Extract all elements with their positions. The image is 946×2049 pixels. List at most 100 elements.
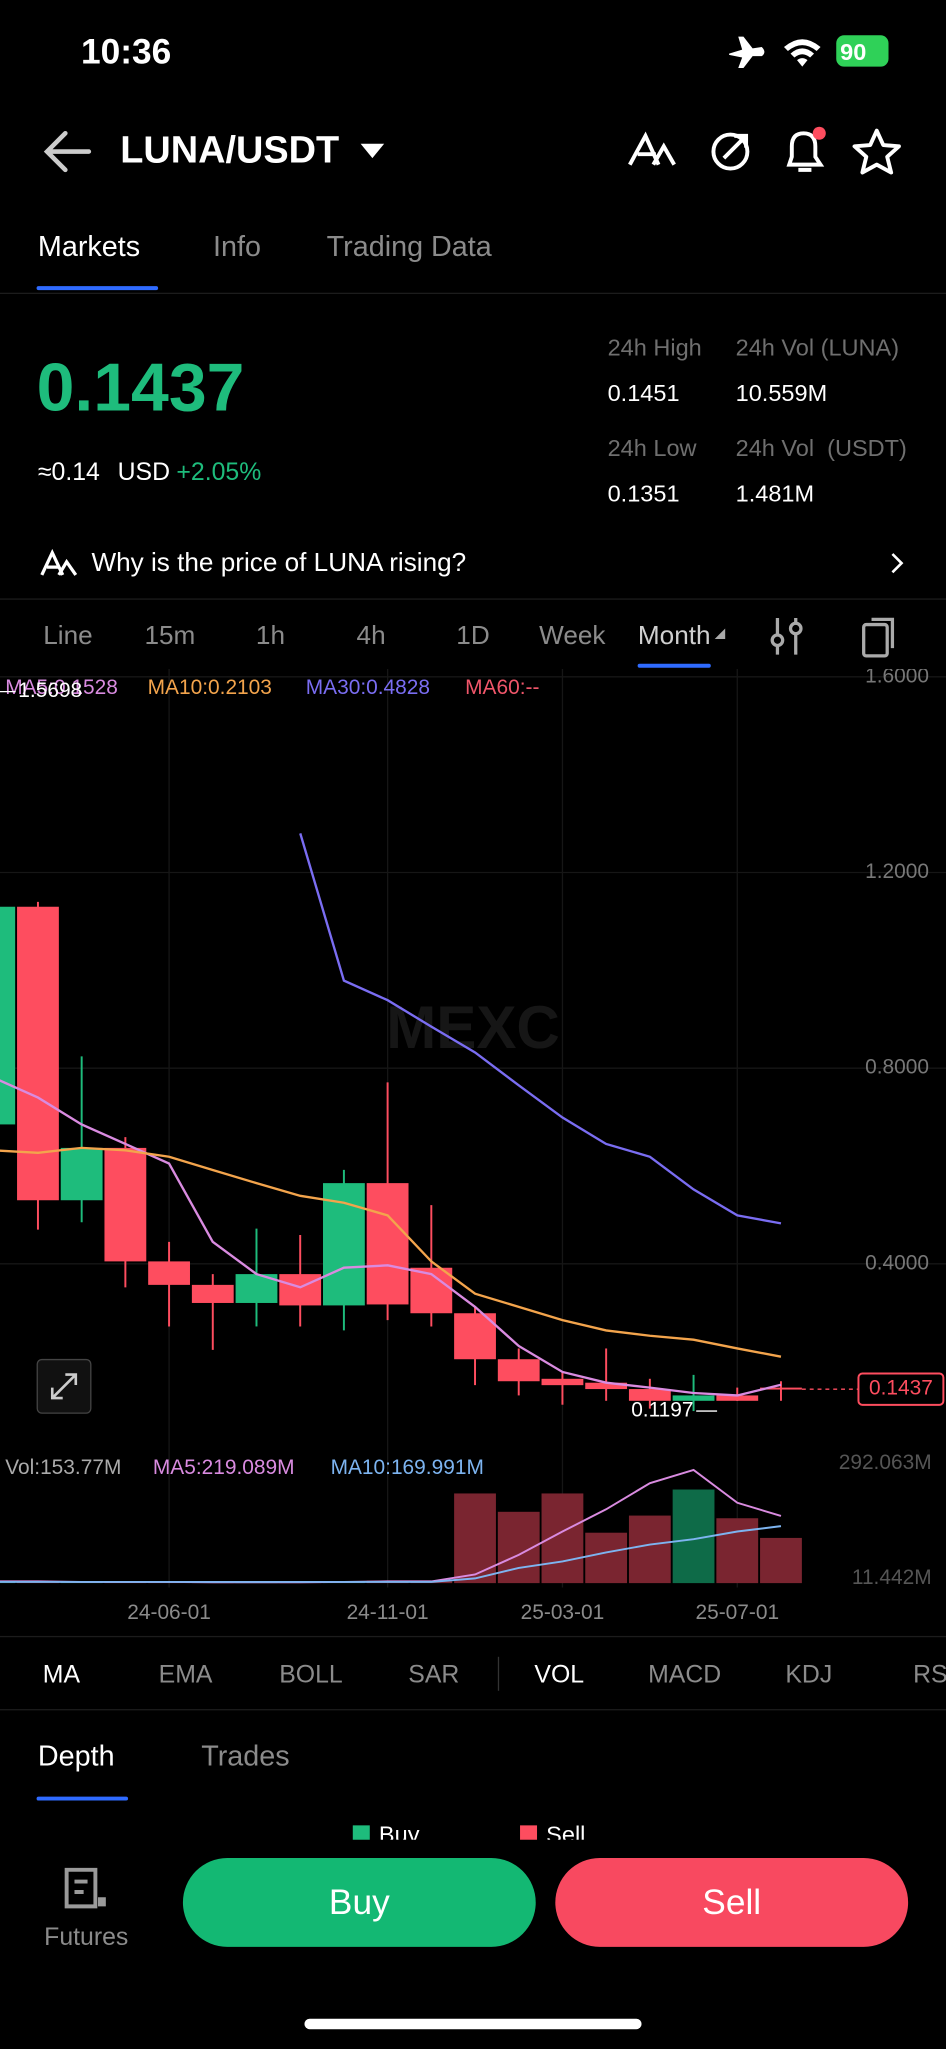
stat-label: 24h Vol (USDT) [735, 435, 907, 462]
stat-label: 24h High [607, 334, 702, 361]
bell-icon[interactable] [786, 131, 825, 172]
volume-bar [716, 1518, 759, 1584]
tab[interactable]: Info [212, 229, 261, 263]
ma-line [299, 833, 782, 1225]
y-tick-label: 0.4000 [865, 1251, 929, 1274]
candle-body [17, 906, 59, 1201]
depth-tab[interactable]: Trades [201, 1739, 290, 1772]
divider [0, 292, 946, 294]
divider [0, 1635, 946, 1638]
interval[interactable]: Month [637, 621, 711, 651]
divider [0, 598, 946, 600]
vol-tick-label: 11.442M [852, 1566, 932, 1589]
volume-bar [454, 1493, 496, 1584]
candle-body [0, 906, 16, 1125]
candle-body [716, 1395, 759, 1401]
share-icon[interactable] [711, 132, 750, 171]
indicator[interactable]: SAR [408, 1661, 460, 1689]
legend-swatch [352, 1825, 370, 1843]
stat-label: 24h Vol (LUNA) [735, 334, 900, 361]
chart-tools [770, 617, 895, 658]
indicator[interactable]: RS [913, 1661, 946, 1689]
interval-corner [714, 628, 726, 639]
divider [0, 1709, 946, 1711]
interval[interactable]: 4h [356, 621, 386, 651]
chevron[interactable] [889, 551, 907, 575]
depth-underline [36, 1796, 129, 1801]
sell-button[interactable]: Sell [555, 1858, 909, 1947]
ma-line [0, 1525, 782, 1583]
ma-legend: MA30:0.4828 [306, 676, 430, 699]
candle-body [279, 1274, 322, 1306]
notice-text[interactable]: Why is the price of LUNA rising? [91, 548, 467, 578]
indicator[interactable]: BOLL [279, 1661, 343, 1689]
usd-price: ≈0.14 [37, 459, 100, 487]
pair-title[interactable]: LUNA/USDT [120, 130, 340, 172]
futures-icon[interactable] [63, 1866, 110, 1910]
interval[interactable]: Line [43, 621, 93, 651]
candle-body [585, 1382, 628, 1390]
candle-body [191, 1284, 234, 1303]
tab[interactable]: Trading Data [326, 229, 492, 263]
ma-line [0, 1079, 782, 1397]
candle-body [672, 1395, 715, 1401]
last-price-label: 0.1437 [869, 1377, 933, 1400]
interval[interactable]: 15m [144, 621, 196, 651]
ma-legend: MA5:0.1528 [5, 676, 118, 699]
x-tick-label: 24-06-01 [127, 1601, 211, 1624]
back-arrow[interactable] [39, 125, 96, 177]
stat-value: 1.481M [735, 480, 815, 507]
battery [836, 35, 889, 67]
ai-icon[interactable] [628, 131, 676, 166]
futures-label[interactable]: Futures [44, 1924, 129, 1952]
volume-bar [760, 1537, 802, 1584]
ma-legend: MA60:-- [465, 676, 539, 699]
indicator[interactable]: EMA [158, 1661, 213, 1689]
legend-swatch [520, 1825, 538, 1843]
battery-level: 90 [840, 39, 867, 66]
expand-button[interactable] [36, 1358, 92, 1414]
ai-icon [40, 548, 78, 576]
buy-button[interactable]: Buy [182, 1858, 536, 1947]
interval[interactable]: Week [539, 621, 606, 651]
interval[interactable]: 1D [456, 621, 490, 651]
candle-body [104, 1147, 147, 1262]
candle-body [454, 1313, 496, 1360]
tab[interactable]: Markets [37, 229, 141, 263]
vol-tick-label: 292.063M [839, 1451, 932, 1474]
interval[interactable]: 1h [255, 621, 286, 651]
volume-bar [585, 1532, 628, 1584]
tab-underline [36, 286, 159, 291]
candle-body [60, 1147, 103, 1201]
star-icon[interactable] [852, 128, 901, 175]
candle-body [760, 1387, 802, 1390]
interval-underline [637, 663, 711, 668]
volume-bar [628, 1515, 671, 1584]
vol-ma-legend: MA10:169.991M [331, 1456, 484, 1479]
last-price: 0.1437 [36, 350, 245, 426]
status-time: 10:36 [81, 32, 172, 72]
indicator[interactable]: MACD [648, 1661, 722, 1689]
separator [497, 1656, 500, 1691]
home-indicator [304, 2018, 642, 2030]
price-change: +2.05% [176, 459, 262, 487]
usd-unit: USD [117, 459, 171, 487]
stat-value: 10.559M [735, 380, 828, 407]
stat-value: 0.1351 [607, 480, 680, 507]
depth-tab[interactable]: Depth [37, 1739, 115, 1772]
candle-body [628, 1389, 671, 1401]
stat-label: 24h Low [607, 435, 697, 462]
candle-body [541, 1378, 584, 1386]
indicator[interactable]: VOL [534, 1661, 585, 1689]
x-tick-label: 25-03-01 [521, 1601, 605, 1624]
vol-legend: Vol:153.77M [5, 1456, 121, 1479]
pair-caret[interactable] [358, 140, 387, 161]
y-tick-label: 1.2000 [865, 860, 929, 883]
y-tick-label: 1.6000 [865, 669, 929, 687]
indicator[interactable]: MA [42, 1661, 81, 1689]
ma-legend: MA10:0.2103 [148, 676, 272, 699]
stat-value: 0.1451 [607, 380, 680, 407]
indicator[interactable]: KDJ [785, 1661, 833, 1689]
